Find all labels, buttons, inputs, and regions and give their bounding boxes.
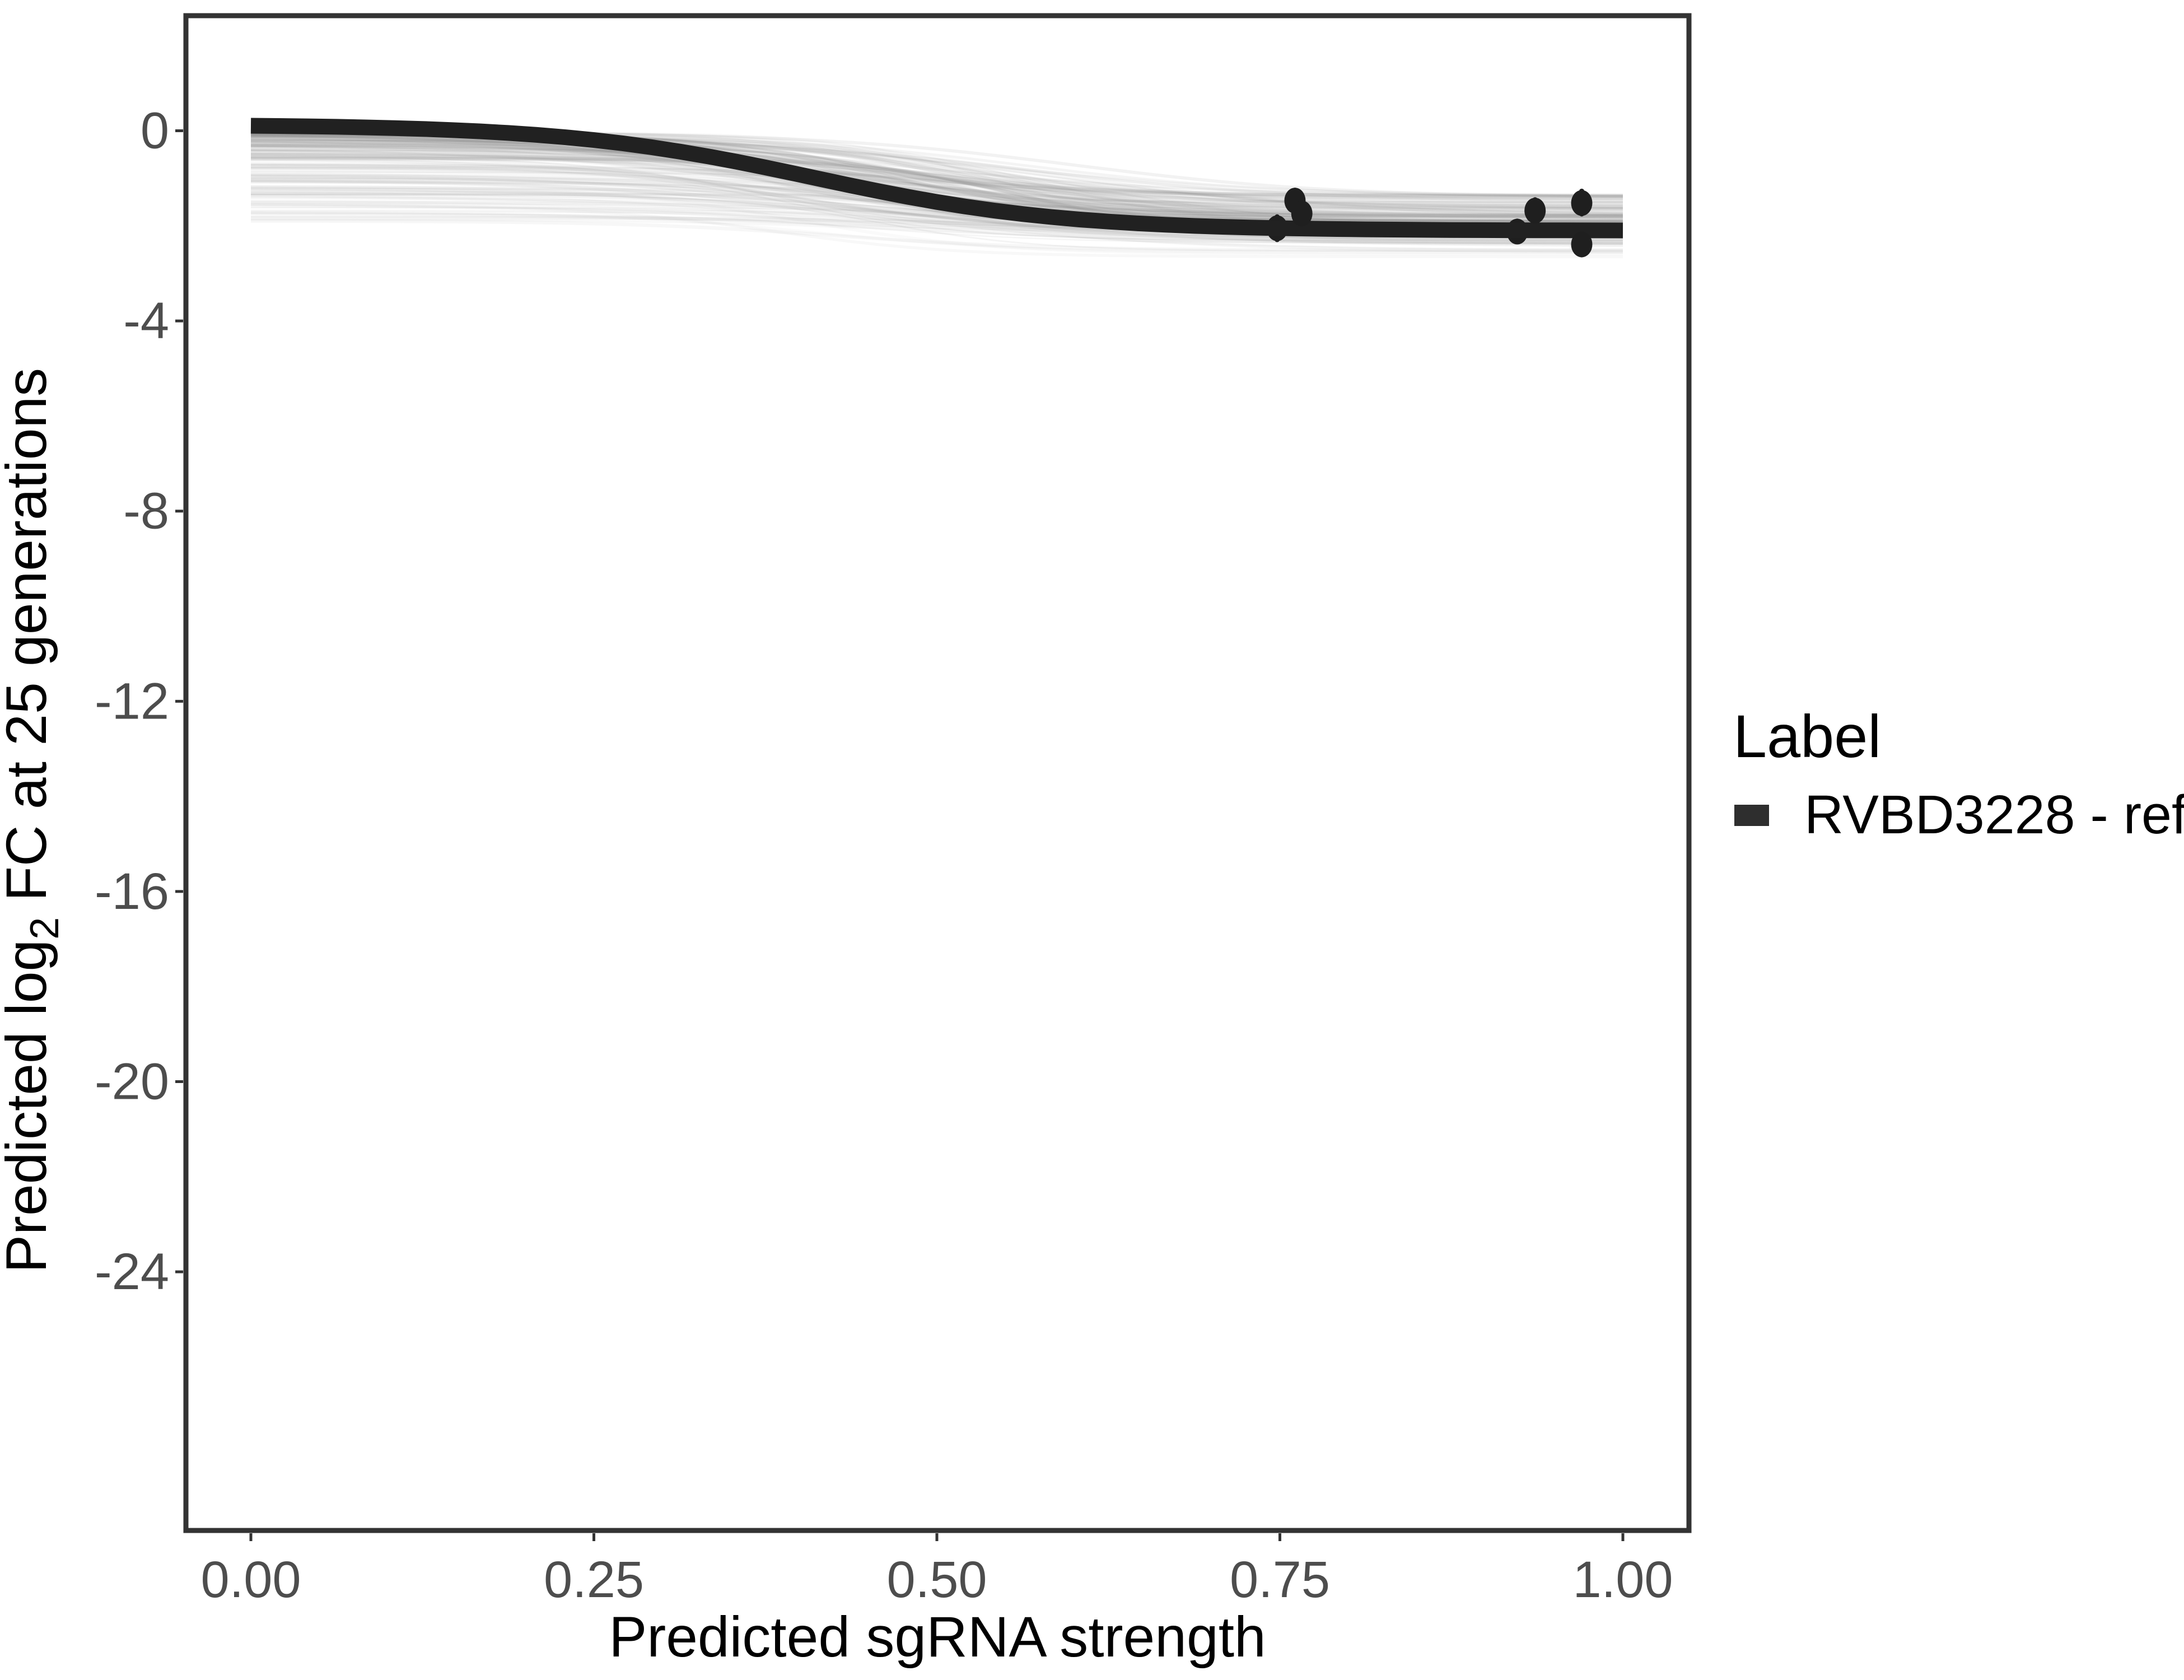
posterior-draw-line <box>250 175 1623 240</box>
x-tick-label: 0.50 <box>886 1551 987 1608</box>
posterior-draw-line <box>250 180 1623 250</box>
posterior-draw-line <box>251 214 1623 241</box>
posterior-draw-line <box>250 178 1623 218</box>
axis-ticks: 0.00 0.25 0.50 0.75 1.00 0 -4 -8 -12 -16 -20 -24 <box>95 102 1673 1609</box>
posterior-draw-line <box>250 153 1623 211</box>
posterior-draw-line <box>251 139 1623 212</box>
posterior-draw-line <box>250 149 1623 208</box>
posterior-draw-line <box>251 143 1623 216</box>
pointrange <box>1291 200 1313 227</box>
posterior-draw-line <box>251 158 1623 209</box>
posterior-draw-line <box>250 134 1623 198</box>
posterior-draw-line <box>250 139 1623 218</box>
posterior-draw-line <box>250 152 1623 209</box>
posterior-draw-line <box>250 213 1623 244</box>
legend-entry-label: RVBD3228 - ref <box>1804 784 2184 845</box>
posterior-draw-line <box>250 144 1623 222</box>
posterior-draw-line <box>251 209 1623 245</box>
posterior-draw-line <box>250 167 1623 242</box>
legend-title: Label <box>1733 702 1881 770</box>
y-tick-label: -8 <box>123 483 169 540</box>
posterior-draw-line <box>250 185 1623 244</box>
data-point <box>1571 231 1593 258</box>
posterior-draw-line <box>250 146 1623 211</box>
posterior-draw-line <box>250 136 1623 200</box>
posterior-draw-line <box>250 138 1623 216</box>
posterior-draw-line <box>250 137 1623 209</box>
pointrange <box>1524 197 1546 224</box>
pointrange <box>1571 231 1593 258</box>
x-tick-label: 1.00 <box>1572 1551 1673 1608</box>
posterior-draw-line <box>250 194 1623 245</box>
posterior-draw-line <box>250 164 1623 211</box>
posterior-draw-line <box>250 186 1623 254</box>
data-point <box>1524 198 1546 224</box>
posterior-draw-line <box>251 142 1623 218</box>
y-axis-title-pre: Predicted log <box>0 940 58 1273</box>
posterior-draw-line <box>250 143 1623 222</box>
posterior-draw-line <box>250 156 1623 228</box>
x-tick-label: 0.25 <box>544 1551 644 1608</box>
posterior-draw-line <box>250 153 1623 227</box>
posterior-draw-line <box>250 180 1623 242</box>
posterior-draw-line <box>250 136 1623 225</box>
posterior-draw-line <box>250 204 1623 259</box>
posterior-draw-line <box>251 153 1623 212</box>
y-axis-title-subscript: 2 <box>22 917 67 940</box>
posterior-draw-line <box>250 218 1623 244</box>
posterior-draw-line <box>251 219 1623 253</box>
y-tick-label: -20 <box>95 1053 169 1110</box>
x-tick-label: 0.75 <box>1230 1551 1330 1608</box>
x-tick-label: 0.00 <box>200 1551 301 1608</box>
posterior-draw-line <box>250 134 1623 211</box>
posterior-draw-line <box>250 151 1623 225</box>
posterior-draw-line <box>250 139 1623 202</box>
posterior-draw-line <box>250 163 1623 208</box>
mean-curve <box>250 118 1623 239</box>
posterior-draw-line <box>251 139 1623 203</box>
y-tick-label: -16 <box>95 863 169 920</box>
y-axis-title-post: FC at 25 generations <box>0 368 58 917</box>
posterior-draw-line <box>251 142 1623 215</box>
posterior-draw-line <box>251 166 1623 213</box>
posterior-draw-line <box>250 147 1623 209</box>
data-point <box>1571 190 1593 216</box>
posterior-draw-line <box>250 133 1623 221</box>
posterior-draw-line <box>250 147 1623 242</box>
legend: Label RVBD3228 - ref <box>1733 702 2184 845</box>
posterior-draw-line <box>250 188 1623 222</box>
posterior-draw-line <box>251 193 1623 252</box>
posterior-draw-line <box>250 138 1623 225</box>
posterior-draw-line <box>250 156 1623 222</box>
y-tick-label: 0 <box>141 102 169 160</box>
y-tick-label: -12 <box>95 673 169 730</box>
posterior-draw-line <box>250 192 1623 248</box>
data-point <box>1291 200 1313 227</box>
posterior-draw-line <box>251 207 1623 244</box>
posterior-draw-line <box>250 141 1623 204</box>
posterior-draw-line <box>250 138 1623 219</box>
mean-curve-path <box>250 118 1623 239</box>
x-axis-title: Predicted sgRNA strength <box>609 1605 1266 1669</box>
posterior-draw-line <box>250 190 1623 245</box>
y-tick-label: -24 <box>95 1243 169 1300</box>
y-axis-title: Predicted log2 FC at 25 generations <box>0 368 67 1273</box>
panel-border <box>183 13 1692 1533</box>
pointrange <box>1571 188 1593 217</box>
y-tick-label: -4 <box>123 292 169 349</box>
pointranges <box>1284 188 1593 258</box>
legend-key-line-swatch <box>1734 805 1769 826</box>
posterior-draw-line <box>250 190 1623 242</box>
posterior-draw-line <box>250 149 1623 204</box>
